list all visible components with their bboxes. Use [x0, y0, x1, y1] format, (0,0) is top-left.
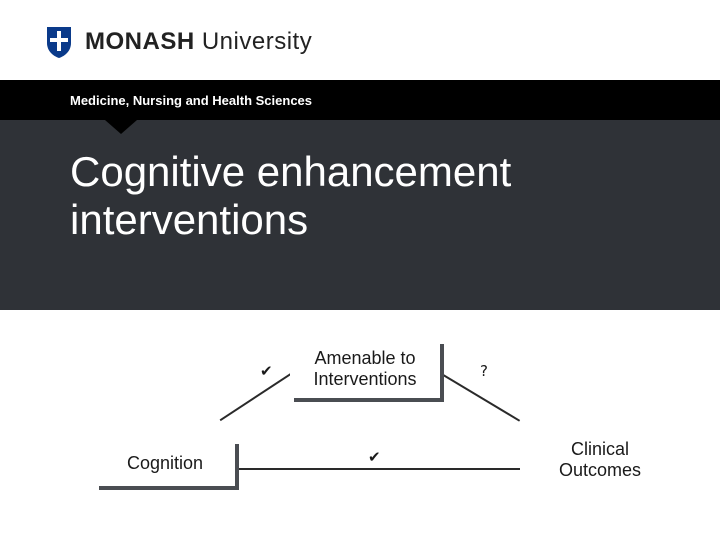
edge-label: ✔ [260, 362, 273, 380]
diagram-node-outcomes: Clinical Outcomes [530, 430, 670, 490]
logo-name-light: University [195, 28, 313, 55]
banner-notch [105, 120, 137, 134]
diagram-edge [235, 468, 520, 470]
faculty-label: Medicine, Nursing and Health Sciences [70, 93, 312, 108]
slide-title: Cognitive enhancement interventions [70, 148, 511, 245]
shield-icon [45, 25, 73, 59]
diagram-edge [220, 372, 294, 421]
logo-name-bold: MONASH [85, 28, 195, 55]
logo-strip: MONASH University [0, 0, 720, 80]
concept-diagram: ✔? ✔ Amenable to Interventions Cognition Cli… [0, 310, 720, 540]
diagram-node-amenable: Amenable to Interventions [290, 340, 440, 398]
title-line-2: interventions [70, 196, 308, 243]
title-line-1: Cognitive enhancement [70, 148, 511, 195]
slide: MONASH University Medicine, Nursing and … [0, 0, 720, 540]
edge-label: ✔ [368, 448, 381, 466]
logo-text: MONASH University [85, 28, 312, 56]
diagram-node-cognition: Cognition [95, 440, 235, 486]
university-logo: MONASH University [45, 25, 312, 59]
edge-label: ? [480, 362, 488, 380]
title-banner: Medicine, Nursing and Health Sciences Co… [0, 80, 720, 310]
